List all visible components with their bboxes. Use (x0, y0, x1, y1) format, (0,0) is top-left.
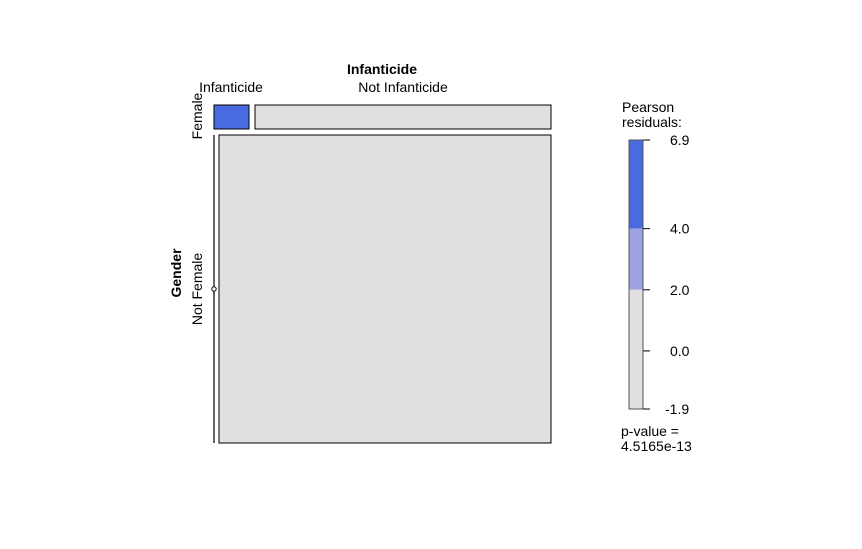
legend-band-0 (629, 140, 643, 229)
p-value-label: p-value = (621, 423, 679, 439)
row-variable-label: Gender (168, 248, 184, 298)
legend-band-1 (629, 228, 643, 290)
mosaic-cell-female-infanticide (213, 104, 250, 130)
p-value-value: 4.5165e-13 (621, 438, 692, 454)
legend-tick-label-1: 4.0 (670, 221, 690, 237)
legend-band-2 (629, 289, 643, 409)
legend-tick-label-2: 2.0 (670, 282, 690, 298)
mosaic-cell-female-not-infanticide (254, 104, 552, 130)
mosaic-cells (211, 104, 552, 444)
column-variable-label: Infanticide (347, 61, 417, 77)
legend-bar: 6.9 4.0 2.0 0.0 -1.9 (628, 132, 690, 417)
legend-tick-label-3: 0.0 (670, 343, 690, 359)
mosaic-cell-not-female-not-infanticide (218, 134, 552, 444)
legend-title-line-1: Pearson (622, 99, 674, 115)
row-level-label-not-female: Not Female (189, 253, 205, 326)
row-level-label-female: Female (189, 92, 205, 139)
column-level-label-infanticide: Infanticide (199, 79, 263, 95)
column-level-label-not-infanticide: Not Infanticide (358, 79, 448, 95)
legend-tick-label-0: 6.9 (670, 132, 690, 148)
legend-tick-label-4: -1.9 (665, 401, 689, 417)
legend-title-line-2: residuals: (622, 114, 682, 130)
legend-bar-outline (628, 139, 644, 410)
zero-cell-marker (211, 286, 217, 292)
